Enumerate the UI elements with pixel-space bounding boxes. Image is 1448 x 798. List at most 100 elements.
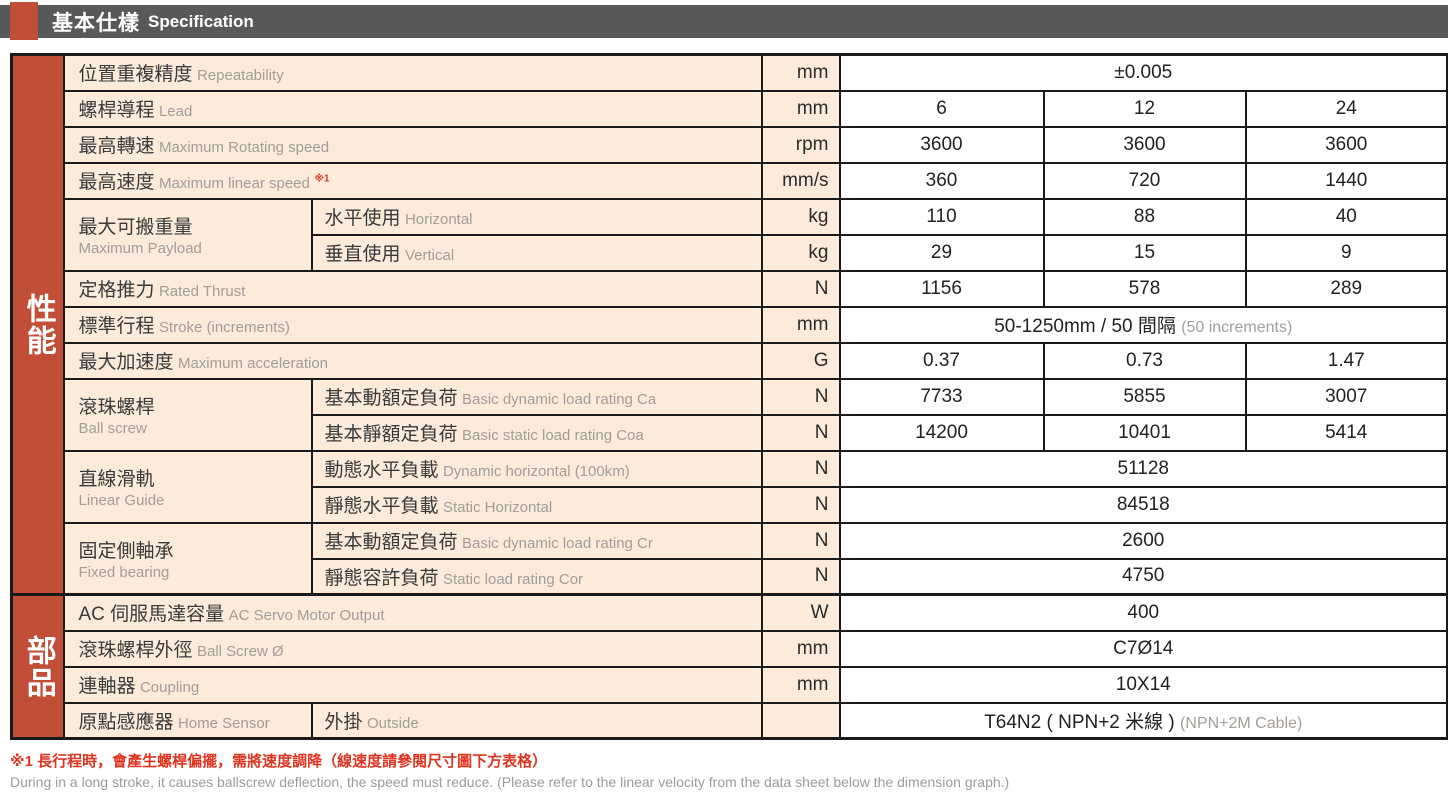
value-thrust-3: 289 — [1244, 269, 1448, 308]
value-coupling: 10X14 — [838, 665, 1448, 704]
row-bearing-static: 靜態容許負荷 Static load rating Cor N 4750 — [12, 557, 1448, 596]
value-rpm-1: 3600 — [838, 125, 1045, 164]
value-coa-2: 10401 — [1042, 413, 1247, 452]
label-linearguide-dynamic: 動態水平負載 Dynamic horizontal (100km) — [310, 449, 763, 488]
value-lg-static: 84518 — [838, 485, 1448, 524]
row-servo-output: 部品 AC 伺服馬達容量 AC Servo Motor Output W 400 — [10, 593, 1448, 740]
label-payload-group: 最大可搬重量 Maximum Payload — [62, 197, 313, 272]
row-linearguide-dynamic: 直線滑軌 Linear Guide 動態水平負載 Dynamic horizon… — [12, 449, 1448, 524]
label-ballscrew-group: 滾珠螺桿 Ball screw — [62, 377, 313, 452]
row-lead: 螺桿導程 Lead mm 6 12 24 — [12, 89, 1448, 128]
row-ballscrew-od: 滾珠螺桿外徑 Ball Screw Ø mm C7Ø14 — [12, 629, 1448, 668]
row-home-sensor: 原點感應器 Home Sensor 外掛 Outside T64N2 ( NPN… — [12, 701, 1448, 740]
value-rpm-3: 3600 — [1244, 125, 1448, 164]
page-title-cjk: 基本仕樣 — [52, 11, 140, 35]
label-servo-output: AC 伺服馬達容量 AC Servo Motor Output — [62, 593, 763, 632]
label-ballscrew-od: 滾珠螺桿外徑 Ball Screw Ø — [62, 629, 763, 668]
stroke-note: (50 increments) — [1181, 319, 1293, 336]
value-payload-v1: 29 — [838, 233, 1045, 272]
label-repeatability: 位置重複精度 Repeatability — [62, 53, 763, 92]
value-repeatability: ±0.005 — [838, 53, 1448, 92]
unit-cell: N — [760, 521, 841, 560]
value-ca-3: 3007 — [1244, 377, 1448, 416]
value-coa-1: 14200 — [838, 413, 1045, 452]
value-cr: 2600 — [838, 521, 1448, 560]
unit-cell: kg — [760, 233, 841, 272]
value-lead-12: 12 — [1042, 89, 1247, 128]
unit-cell: N — [760, 557, 841, 596]
row-linearguide-static: 靜態水平負載 Static Horizontal N 84518 — [12, 485, 1448, 524]
value-accel-3: 1.47 — [1244, 341, 1448, 380]
label-home-sensor: 原點感應器 Home Sensor — [62, 701, 313, 740]
label-home-sensor-outside: 外掛 Outside — [310, 701, 763, 740]
row-payload-horizontal: 最大可搬重量 Maximum Payload 水平使用 Horizontal k… — [12, 197, 1448, 272]
unit-cell: N — [760, 377, 841, 416]
row-max-linear-speed: 最高速度 Maximum linear speed ※1 mm/s 360 72… — [12, 161, 1448, 200]
value-ca-2: 5855 — [1042, 377, 1247, 416]
value-ca-1: 7733 — [838, 377, 1045, 416]
value-payload-h3: 40 — [1244, 197, 1448, 236]
row-coupling: 連軸器 Coupling mm 10X14 — [12, 665, 1448, 704]
footnote-en: During in a long stroke, it causes balls… — [10, 774, 1010, 790]
label-max-acceleration: 最大加速度 Maximum acceleration — [62, 341, 763, 380]
value-accel-2: 0.73 — [1042, 341, 1247, 380]
home-sensor-note: (NPN+2M Cable) — [1180, 714, 1303, 732]
value-home-sensor: T64N2 ( NPN+2 米線 ) (NPN+2M Cable) — [838, 701, 1448, 740]
value-speed-2: 720 — [1042, 161, 1247, 200]
unit-cell: rpm — [760, 125, 841, 164]
page-title-en: Specification — [148, 11, 254, 31]
value-speed-1: 360 — [838, 161, 1045, 200]
value-lead-24: 24 — [1244, 89, 1448, 128]
row-bearing-dynamic: 固定側軸承 Fixed bearing 基本動額定負荷 Basic dynami… — [12, 521, 1448, 596]
row-ballscrew-static: 基本靜額定負荷 Basic static load rating Coa N 1… — [12, 413, 1448, 452]
unit-cell: mm — [760, 305, 841, 344]
unit-cell: N — [760, 449, 841, 488]
unit-cell: mm — [760, 665, 841, 704]
unit-cell: mm — [760, 629, 841, 668]
label-bearing-dynamic: 基本動額定負荷 Basic dynamic load rating Cr — [310, 521, 763, 560]
unit-cell: G — [760, 341, 841, 380]
footnote-marker: ※1 — [314, 173, 330, 185]
value-thrust-2: 578 — [1042, 269, 1247, 308]
row-max-acceleration: 最大加速度 Maximum acceleration G 0.37 0.73 1… — [12, 341, 1448, 380]
value-lead-6: 6 — [838, 89, 1045, 128]
label-ballscrew-dynamic: 基本動額定負荷 Basic dynamic load rating Ca — [310, 377, 763, 416]
value-servo-output: 400 — [838, 593, 1448, 632]
label-rated-thrust: 定格推力 Rated Thrust — [62, 269, 763, 308]
label-linearguide-static: 靜態水平負載 Static Horizontal — [310, 485, 763, 524]
specification-table: 性能 位置重複精度 Repeatability mm ±0.005 螺桿導程 L… — [10, 53, 1448, 740]
row-repeatability: 性能 位置重複精度 Repeatability mm ±0.005 — [10, 53, 1448, 596]
unit-cell: mm — [760, 89, 841, 128]
value-lg-dynamic: 51128 — [838, 449, 1448, 488]
unit-cell — [760, 701, 841, 740]
value-speed-3: 1440 — [1244, 161, 1448, 200]
label-payload-horizontal: 水平使用 Horizontal — [310, 197, 763, 236]
value-thrust-1: 1156 — [838, 269, 1045, 308]
unit-cell: kg — [760, 197, 841, 236]
label-max-rotating-speed: 最高轉速 Maximum Rotating speed — [62, 125, 763, 164]
value-coa-3: 5414 — [1244, 413, 1448, 452]
row-ballscrew-dynamic: 滾珠螺桿 Ball screw 基本動額定負荷 Basic dynamic lo… — [12, 377, 1448, 452]
value-cor: 4750 — [838, 557, 1448, 596]
label-linearguide-group: 直線滑軌 Linear Guide — [62, 449, 313, 524]
footnote-cjk: ※1 長行程時，會產生螺桿偏擺，需將速度調降（線速度請參閱尺寸圖下方表格） — [10, 753, 548, 770]
unit-cell: N — [760, 413, 841, 452]
group-performance: 性能 — [10, 53, 65, 596]
value-payload-v3: 9 — [1244, 233, 1448, 272]
value-payload-h2: 88 — [1042, 197, 1247, 236]
label-payload-vertical: 垂直使用 Vertical — [310, 233, 763, 272]
label-bearing-group: 固定側軸承 Fixed bearing — [62, 521, 313, 596]
unit-cell: W — [760, 593, 841, 632]
value-accel-1: 0.37 — [838, 341, 1045, 380]
row-payload-vertical: 垂直使用 Vertical kg 29 15 9 — [12, 233, 1448, 272]
accent-square — [10, 2, 38, 40]
label-max-linear-speed: 最高速度 Maximum linear speed ※1 — [62, 161, 763, 200]
section-header-bar: 基本仕樣 Specification — [0, 2, 1448, 40]
label-ballscrew-static: 基本靜額定負荷 Basic static load rating Coa — [310, 413, 763, 452]
group-parts: 部品 — [10, 593, 65, 740]
unit-cell: N — [760, 269, 841, 308]
label-stroke: 標準行程 Stroke (increments) — [62, 305, 763, 344]
row-max-rotating-speed: 最高轉速 Maximum Rotating speed rpm 3600 360… — [12, 125, 1448, 164]
value-payload-v2: 15 — [1042, 233, 1247, 272]
